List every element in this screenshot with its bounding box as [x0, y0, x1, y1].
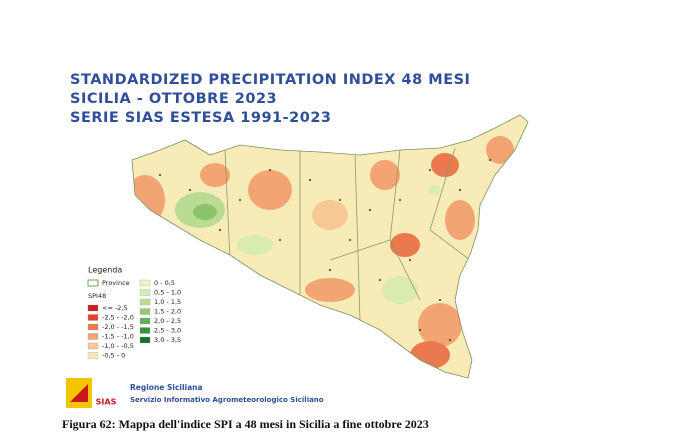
- legend-swatch: [87, 304, 99, 312]
- legend-label: -2,0 - -1,5: [102, 323, 134, 331]
- legend-label: -0,5 - 0: [102, 352, 125, 360]
- logo-text: SIAS: [96, 398, 117, 407]
- legend-label: 0 - 0,5: [154, 279, 175, 287]
- legend-title: Legenda: [88, 266, 122, 275]
- legend-label: 2,0 - 2,5: [154, 317, 181, 325]
- legend: <= -2,5 -2,5 - -2,0-2,0 - -1,5 -1,5 - -1,0…: [87, 279, 181, 360]
- legend-label: Province: [102, 279, 130, 287]
- province-swatch: [87, 279, 99, 287]
- title-line: SICILIA - OTTOBRE 2023: [70, 91, 277, 107]
- legend-label: SPI48: [88, 292, 106, 300]
- legend-swatch: [87, 333, 99, 340]
- legend-swatch: [87, 352, 99, 359]
- title-line: SERIE SIAS ESTESA 1991-2023: [70, 110, 332, 126]
- legend-swatch: [87, 342, 99, 350]
- logo-mark: [70, 384, 88, 402]
- legend-label: 2,5 - 3,0: [154, 327, 181, 335]
- legend-label: -1,5 - -1,0: [102, 333, 134, 341]
- legend-label: 3,0 - 3,5: [154, 336, 181, 344]
- legend-swatch: [87, 314, 99, 321]
- title-line: STANDARDIZED PRECIPITATION INDEX 48 MESI: [70, 72, 470, 88]
- legend-swatch: [87, 323, 99, 331]
- island: [132, 115, 528, 378]
- legend-label: <= -2,5: [102, 304, 128, 312]
- legend-swatch: [139, 298, 151, 306]
- legend-swatch: [139, 308, 151, 315]
- legend-swatch: [139, 336, 151, 344]
- legend-label: 1,5 - 2,0: [154, 308, 181, 316]
- legend-label: -2,5 - -2,0: [102, 314, 134, 322]
- legend-label: -1,0 - -0,5: [102, 342, 134, 350]
- legend-swatch: [139, 279, 151, 287]
- legend-swatch: [139, 289, 151, 296]
- legend-label: 1,0 - 1,5: [154, 298, 181, 306]
- legend-swatch: [139, 317, 151, 325]
- footer-line: Servizio Informativo Agrometeorologico S…: [130, 396, 324, 404]
- coastline: [131, 114, 529, 379]
- legend-swatch: [139, 327, 151, 334]
- legend-label: 0,5 - 1,0: [154, 289, 181, 297]
- caption: Figura 62: Mappa dell'indice SPI a 48 me…: [62, 417, 429, 431]
- footer-line: Regione Siciliana: [130, 383, 203, 392]
